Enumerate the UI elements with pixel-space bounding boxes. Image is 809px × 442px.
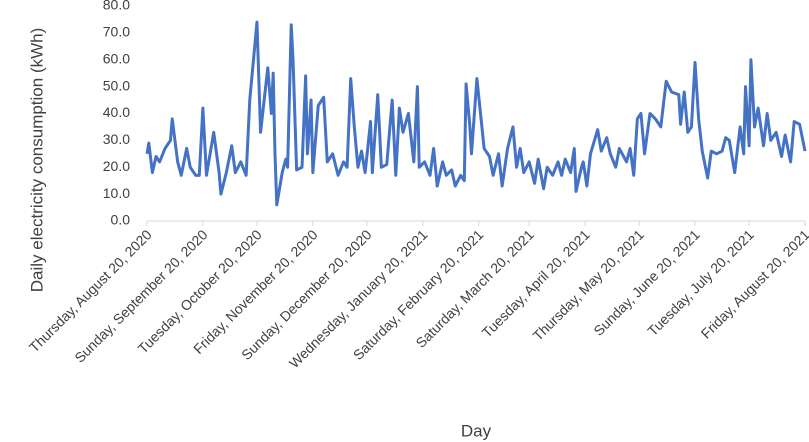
y-tick-label: 40.0 xyxy=(103,104,130,120)
y-tick-label: 80.0 xyxy=(103,0,130,13)
x-tick-label: Tuesday, April 20, 2021 xyxy=(479,226,593,340)
x-tick-label: Sunday, June 20, 2021 xyxy=(590,226,703,339)
y-tick-label: 30.0 xyxy=(103,131,130,147)
y-tick-label: 20.0 xyxy=(103,158,130,174)
y-tick-label: 50.0 xyxy=(103,77,130,93)
y-tick-label: 60.0 xyxy=(103,50,130,66)
x-axis-title: Day xyxy=(461,421,492,440)
y-tick-label: 0.0 xyxy=(111,212,131,228)
x-tick-label: Tuesday, July 20, 2021 xyxy=(644,226,757,339)
x-tick-label: Friday, August 20, 2021 xyxy=(698,226,809,341)
data-line xyxy=(145,20,807,207)
y-tick-label: 10.0 xyxy=(103,185,130,201)
y-axis-title: Daily electricity consumption (kWh) xyxy=(27,28,46,293)
x-tick-label: Thursday, May 20, 2021 xyxy=(530,226,647,343)
y-tick-label: 70.0 xyxy=(103,24,130,40)
